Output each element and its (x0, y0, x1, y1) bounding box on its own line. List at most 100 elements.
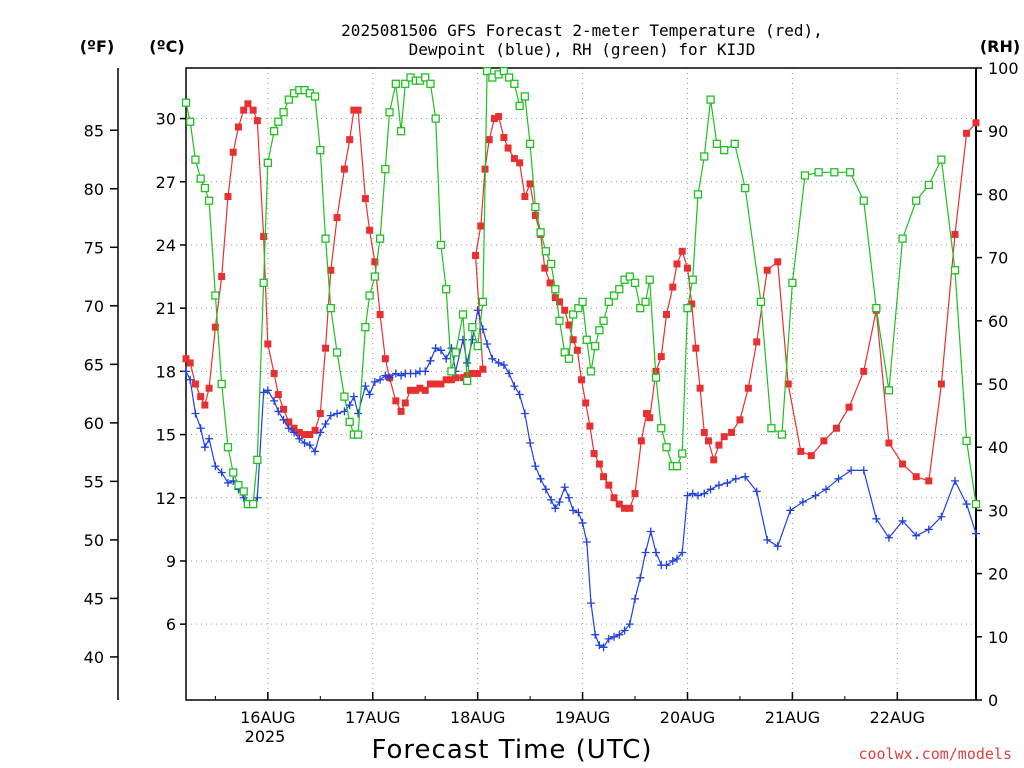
rh-point (971, 499, 981, 509)
rh-point (924, 180, 933, 190)
x-tick-label: 20AUG (660, 708, 715, 727)
dewpoint-point (526, 438, 535, 447)
temperature-point (683, 264, 691, 272)
temperature-point (191, 380, 199, 388)
dewpoint-point (604, 634, 613, 643)
rh-point (662, 443, 671, 452)
dewpoint-point (672, 554, 681, 563)
temperature-point (590, 450, 598, 458)
fahrenheit-tick-label: 50 (84, 531, 104, 550)
plot-frame (185, 67, 977, 701)
rh-point (253, 455, 262, 464)
temperature-point (186, 359, 194, 367)
dewpoint-point (668, 556, 677, 565)
dewpoint-point (610, 632, 619, 641)
rh-tick-label: 70 (988, 249, 1008, 268)
temperature-point (474, 369, 482, 377)
rh-point (482, 67, 492, 76)
rh-point (504, 73, 514, 82)
rh-point (520, 92, 530, 101)
temperature-point (397, 407, 405, 415)
rh-point (814, 168, 823, 177)
dewpoint-point (473, 306, 482, 315)
fahrenheit-axis-title: (ºF) (80, 37, 115, 56)
temperature-point (301, 431, 309, 439)
rh-tick-label: 50 (988, 375, 1008, 394)
dewpoint-point (763, 535, 772, 544)
temperature-point (736, 416, 744, 424)
celsius-tick-label: 21 (156, 299, 176, 318)
temperature-point (290, 424, 298, 432)
temperature-point (366, 226, 374, 234)
temperature-point (728, 428, 736, 436)
temperature-point (912, 473, 920, 481)
temperature-point (452, 374, 460, 382)
rh-point (375, 234, 385, 243)
dewpoint-point (636, 573, 645, 582)
dewpoint-point (821, 485, 830, 494)
temperature-point (224, 193, 232, 201)
rh-point (536, 228, 545, 237)
dewpoint-point (547, 495, 556, 504)
temperature-point (421, 386, 429, 394)
dewpoint-series (182, 306, 980, 652)
rh-point (196, 174, 205, 183)
temperature-point (244, 100, 252, 108)
temperature-point (485, 136, 493, 144)
dewpoint-point (847, 466, 856, 475)
dewpoint-point (186, 375, 195, 384)
temperature-point (333, 214, 341, 222)
celsius-tick-label: 24 (156, 236, 176, 255)
dewpoint-point (723, 479, 732, 488)
dewpoint-point (333, 409, 342, 418)
dewpoint-point (641, 548, 650, 557)
rh-point (962, 436, 971, 446)
dewpoint-point (505, 369, 514, 378)
dewpoint-point (569, 506, 578, 515)
rh-point (204, 196, 214, 205)
dewpoint-point (205, 434, 214, 443)
temperature-point (531, 211, 539, 219)
dewpoint-point (483, 339, 492, 348)
temperature-point (763, 266, 771, 274)
dewpoint-point (274, 407, 283, 416)
temperature-point (546, 279, 554, 287)
temperature-point (832, 424, 840, 432)
rh-axis-title: (RH) (980, 37, 1020, 56)
temperature-point (637, 437, 645, 445)
dewpoint-point (270, 396, 279, 405)
dewpoint-point (773, 542, 782, 551)
rh-point (531, 202, 540, 212)
dewpoint-point (700, 489, 709, 498)
rh-point (259, 278, 268, 288)
rh-point (741, 183, 750, 193)
dewpoint-point (426, 356, 435, 365)
rh-point (645, 275, 654, 284)
rh-point (478, 297, 488, 306)
temperature-point (280, 405, 288, 413)
temperature-point (663, 310, 671, 318)
rh-point (263, 158, 272, 167)
celsius-tick-label: 6 (166, 615, 176, 634)
rh-point (332, 348, 342, 357)
dewpoint-point (536, 474, 545, 483)
temperature-point (692, 344, 700, 352)
rh-point (463, 376, 472, 385)
rh-point (211, 291, 220, 300)
fahrenheit-tick-label: 60 (84, 414, 104, 433)
rh-point (777, 430, 787, 439)
temperature-point (500, 134, 508, 142)
dewpoint-point (741, 472, 750, 481)
temperature-point (774, 258, 782, 266)
rh-point (564, 354, 574, 363)
temperature-point (704, 437, 712, 445)
temperature-point (631, 490, 639, 498)
dewpoint-point (349, 392, 358, 401)
rh-tick-label: 100 (988, 59, 1019, 78)
temperature-point (322, 344, 330, 352)
rh-point (217, 379, 226, 389)
temperature-point (657, 353, 665, 361)
rh-point (712, 139, 722, 148)
temperature-point (646, 414, 654, 422)
temperature-point (249, 106, 257, 114)
